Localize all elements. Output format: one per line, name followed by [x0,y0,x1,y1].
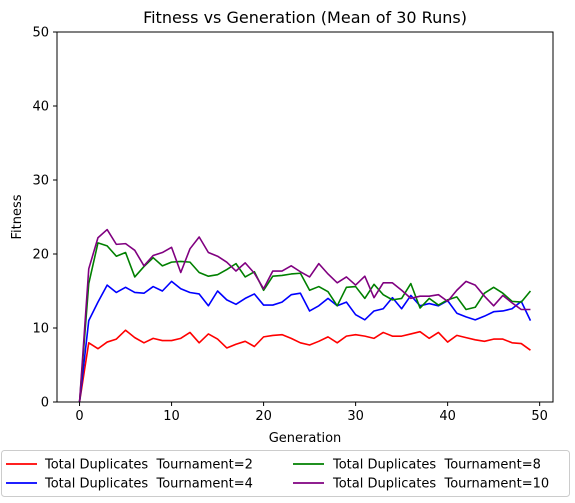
x-tick-label: 10 [163,409,180,424]
legend-label-1: Total Duplicates Tournament=2 [44,458,253,473]
chart-title: Fitness vs Generation (Mean of 30 Runs) [143,8,467,27]
legend: Total Duplicates Tournament=2 Total Dupli… [1,450,570,497]
y-tick-label: 50 [32,26,49,41]
y-axis: 0 10 20 30 40 50 [32,26,57,411]
y-tick-label: 30 [32,174,49,189]
y-tick-label: 20 [32,248,49,263]
legend-box [1,450,570,497]
y-tick-label: 40 [32,100,49,115]
plot-area [56,31,554,403]
legend-label-3: Total Duplicates Tournament=8 [332,458,541,473]
x-tick-label: 20 [255,409,272,424]
y-axis-label: Fitness [10,194,25,239]
series-line-2 [78,280,532,403]
y-tick-label: 10 [32,322,49,337]
x-tick-label: 30 [347,409,364,424]
x-tick-label: 40 [439,409,456,424]
x-tick-label: 50 [531,409,548,424]
x-axis-label: Generation [269,431,342,446]
y-tick-label: 0 [41,396,49,411]
plot-background [57,32,553,402]
series-line-3 [78,242,532,403]
x-axis: 0 10 20 30 40 50 [75,402,548,424]
legend-label-4: Total Duplicates Tournament=10 [332,477,549,492]
legend-label-2: Total Duplicates Tournament=4 [44,477,253,492]
series-line-1 [78,329,531,403]
x-tick-label: 0 [75,409,83,424]
plot-frame [56,31,554,403]
series-line-4 [78,228,531,403]
